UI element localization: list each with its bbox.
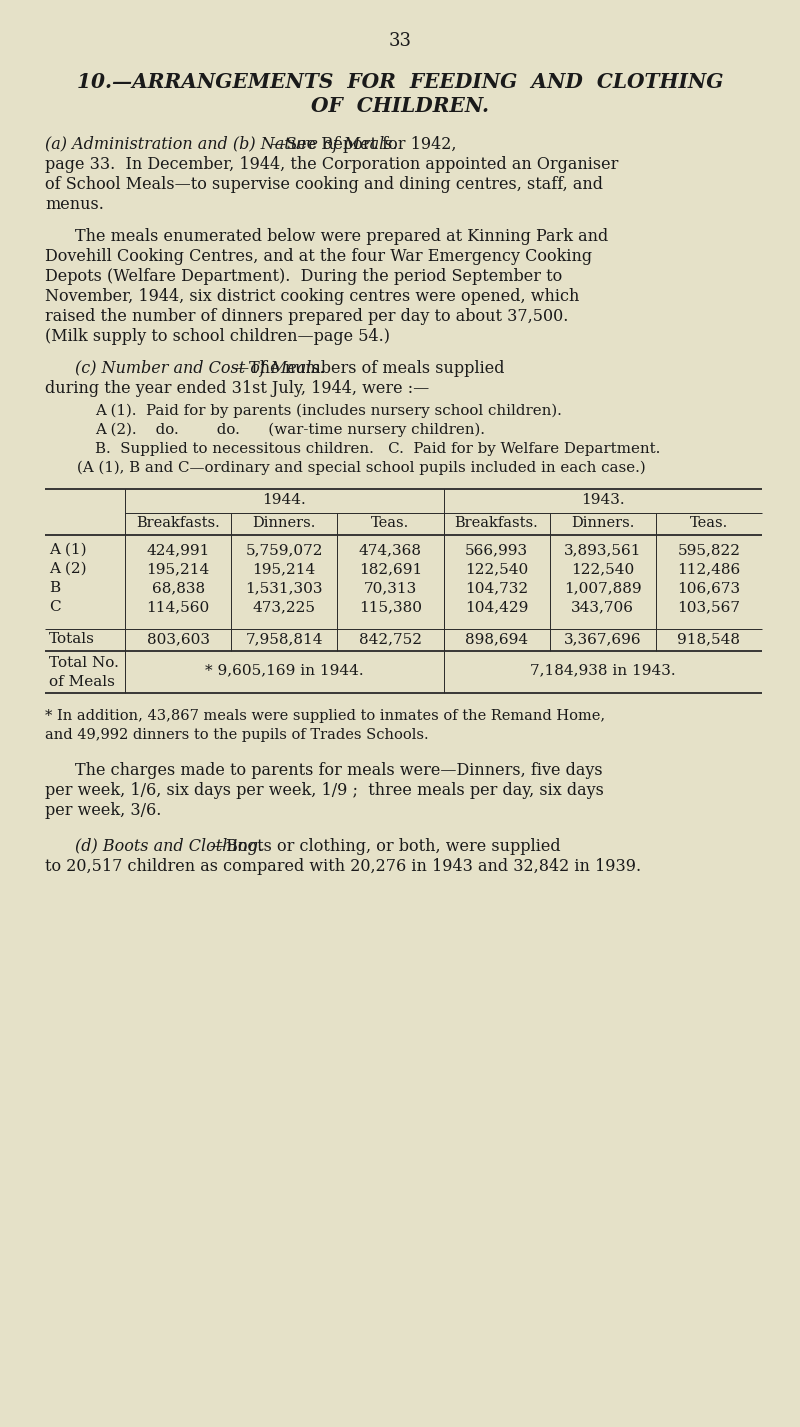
Text: Breakfasts.: Breakfasts. [454,517,538,529]
Text: 1944.: 1944. [262,492,306,507]
Text: (c) Number and Cost of Meals.: (c) Number and Cost of Meals. [75,360,325,377]
Text: —The numbers of meals supplied: —The numbers of meals supplied [233,360,505,377]
Text: 803,603: 803,603 [146,632,210,646]
Text: The meals enumerated below were prepared at Kinning Park and: The meals enumerated below were prepared… [75,228,608,245]
Text: * 9,605,169 in 1944.: * 9,605,169 in 1944. [205,664,363,676]
Text: (d) Boots and Clothing.: (d) Boots and Clothing. [75,838,263,855]
Text: Dinners.: Dinners. [571,517,634,529]
Text: to 20,517 children as compared with 20,276 in 1943 and 32,842 in 1939.: to 20,517 children as compared with 20,2… [45,858,641,875]
Text: B.  Supplied to necessitous children.   C.  Paid for by Welfare Department.: B. Supplied to necessitous children. C. … [95,442,660,457]
Text: B: B [49,581,60,595]
Text: page 33.  In December, 1944, the Corporation appointed an Organiser: page 33. In December, 1944, the Corporat… [45,156,618,173]
Text: 182,691: 182,691 [358,562,422,577]
Text: A (2).    do.        do.      (war-time nursery children).: A (2). do. do. (war-time nursery childre… [95,422,485,438]
Text: 122,540: 122,540 [571,562,634,577]
Text: during the year ended 31st July, 1944, were :—: during the year ended 31st July, 1944, w… [45,380,430,397]
Text: 473,225: 473,225 [253,599,316,614]
Text: 343,706: 343,706 [571,599,634,614]
Text: 103,567: 103,567 [678,599,741,614]
Text: —See Report for 1942,: —See Report for 1942, [270,136,457,153]
Text: 1,007,889: 1,007,889 [564,581,642,595]
Text: Dinners.: Dinners. [253,517,316,529]
Text: 68,838: 68,838 [151,581,205,595]
Text: A (1): A (1) [49,544,86,557]
Text: 3,367,696: 3,367,696 [564,632,642,646]
Text: 3,893,561: 3,893,561 [564,544,642,557]
Text: 195,214: 195,214 [146,562,210,577]
Text: 474,368: 474,368 [359,544,422,557]
Text: 595,822: 595,822 [678,544,741,557]
Text: 842,752: 842,752 [359,632,422,646]
Text: Totals: Totals [49,632,95,646]
Text: C: C [49,599,61,614]
Text: per week, 3/6.: per week, 3/6. [45,802,162,819]
Text: per week, 1/6, six days per week, 1/9 ;  three meals per day, six days: per week, 1/6, six days per week, 1/9 ; … [45,782,604,799]
Text: —Boots or clothing, or both, were supplied: —Boots or clothing, or both, were suppli… [210,838,561,855]
Text: 1,531,303: 1,531,303 [246,581,323,595]
Text: Teas.: Teas. [371,517,410,529]
Text: 918,548: 918,548 [678,632,741,646]
Text: 7,184,938 in 1943.: 7,184,938 in 1943. [530,664,675,676]
Text: menus.: menus. [45,195,104,213]
Text: and 49,992 dinners to the pupils of Trades Schools.: and 49,992 dinners to the pupils of Trad… [45,728,429,742]
Text: Dovehill Cooking Centres, and at the four War Emergency Cooking: Dovehill Cooking Centres, and at the fou… [45,248,592,265]
Text: 424,991: 424,991 [146,544,210,557]
Text: 33: 33 [389,31,411,50]
Text: Total No.: Total No. [49,656,119,671]
Text: 7,958,814: 7,958,814 [246,632,323,646]
Text: Breakfasts.: Breakfasts. [136,517,220,529]
Text: 5,759,072: 5,759,072 [246,544,323,557]
Text: 1943.: 1943. [581,492,625,507]
Text: raised the number of dinners prepared per day to about 37,500.: raised the number of dinners prepared pe… [45,308,568,325]
Text: 115,380: 115,380 [359,599,422,614]
Text: 195,214: 195,214 [253,562,316,577]
Text: 104,732: 104,732 [465,581,528,595]
Text: 566,993: 566,993 [465,544,528,557]
Text: Depots (Welfare Department).  During the period September to: Depots (Welfare Department). During the … [45,268,562,285]
Text: 106,673: 106,673 [678,581,741,595]
Text: (Milk supply to school children—page 54.): (Milk supply to school children—page 54.… [45,328,390,345]
Text: of Meals: of Meals [49,675,115,689]
Text: (A (1), B and C—ordinary and special school pupils included in each case.): (A (1), B and C—ordinary and special sch… [77,461,646,475]
Text: * In addition, 43,867 meals were supplied to inmates of the Remand Home,: * In addition, 43,867 meals were supplie… [45,709,605,723]
Text: November, 1944, six district cooking centres were opened, which: November, 1944, six district cooking cen… [45,288,579,305]
Text: of School Meals—to supervise cooking and dining centres, staff, and: of School Meals—to supervise cooking and… [45,176,603,193]
Text: 70,313: 70,313 [364,581,417,595]
Text: Teas.: Teas. [690,517,728,529]
Text: 898,694: 898,694 [465,632,528,646]
Text: 114,560: 114,560 [146,599,210,614]
Text: 112,486: 112,486 [678,562,741,577]
Text: OF  CHILDREN.: OF CHILDREN. [311,96,489,116]
Text: 10.—ARRANGEMENTS  FOR  FEEDING  AND  CLOTHING: 10.—ARRANGEMENTS FOR FEEDING AND CLOTHIN… [77,71,723,91]
Text: 104,429: 104,429 [465,599,528,614]
Text: (a) Administration and (b) Nature of Meals.: (a) Administration and (b) Nature of Mea… [45,136,398,153]
Text: The charges made to parents for meals were—Dinners, five days: The charges made to parents for meals we… [75,762,602,779]
Text: 122,540: 122,540 [465,562,528,577]
Text: A (2): A (2) [49,562,86,577]
Text: A (1).  Paid for by parents (includes nursery school children).: A (1). Paid for by parents (includes nur… [95,404,562,418]
